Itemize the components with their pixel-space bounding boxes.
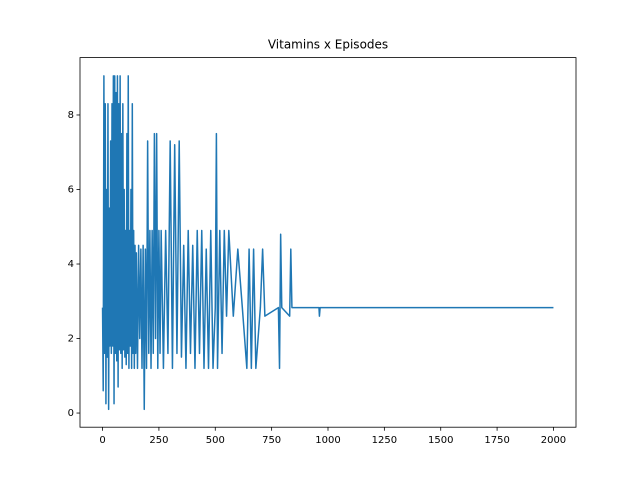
y-tick-label: 6: [68, 184, 74, 195]
x-tick-label: 1250: [372, 435, 397, 446]
chart-title: Vitamins x Episodes: [268, 38, 388, 52]
x-tick-label: 1000: [315, 435, 340, 446]
x-tick-label: 2000: [541, 435, 566, 446]
x-tick-label: 250: [149, 435, 168, 446]
y-tick-label: 4: [68, 259, 74, 270]
x-tick-label: 1750: [484, 435, 509, 446]
x-tick-label: 0: [99, 435, 105, 446]
x-tick-label: 500: [206, 435, 225, 446]
x-tick-label: 750: [262, 435, 281, 446]
axes-frame: [79, 57, 577, 428]
x-tick-label: 1500: [428, 435, 453, 446]
y-tick-label: 0: [68, 408, 74, 419]
line-series: [101, 75, 554, 411]
y-tick-label: 8: [68, 110, 74, 121]
y-tick-label: 2: [68, 334, 74, 345]
